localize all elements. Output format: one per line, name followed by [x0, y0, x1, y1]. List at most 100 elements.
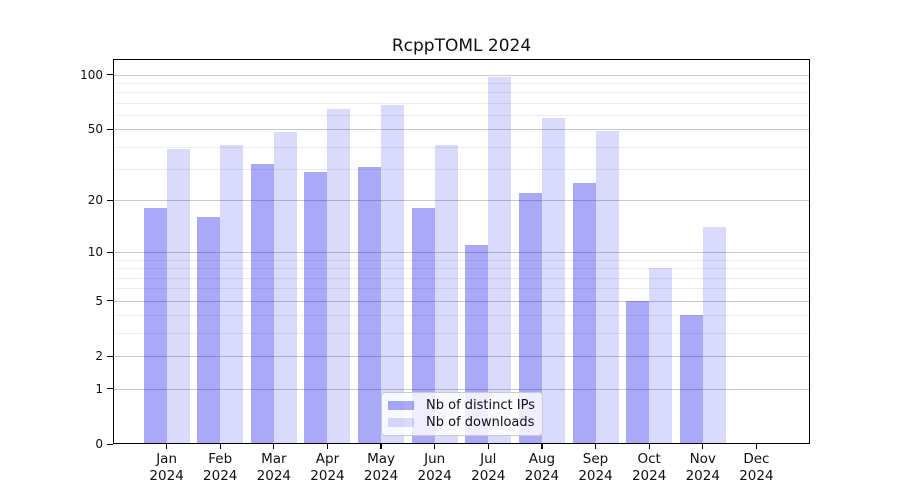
bar-downloads	[649, 268, 673, 444]
legend-label-distinct-ips: Nb of distinct IPs	[426, 397, 535, 413]
x-axis-tick	[273, 444, 275, 449]
y-axis-tick	[107, 199, 113, 201]
year-label: 2024	[739, 468, 774, 484]
y-axis-tick	[107, 251, 113, 253]
x-axis-tick-label: Aug 2024	[510, 451, 574, 485]
minor-gridline	[113, 259, 810, 261]
year-label: 2024	[685, 468, 720, 484]
bar-downloads	[434, 144, 458, 444]
major-gridline	[113, 388, 810, 390]
bar-downloads	[381, 105, 405, 444]
month-label: Oct	[637, 451, 661, 467]
year-label: 2024	[471, 468, 506, 484]
month-label: Nov	[689, 451, 716, 467]
bar-downloads	[595, 130, 619, 444]
minor-gridline	[113, 288, 810, 290]
month-label: Apr	[315, 451, 340, 467]
x-axis-tick	[219, 444, 221, 449]
major-gridline	[113, 252, 810, 254]
y-axis-tick-label: 5	[95, 293, 103, 308]
bar-distinct-ips	[197, 217, 221, 444]
month-label: Aug	[528, 451, 556, 467]
x-axis-tick-label: May 2024	[349, 451, 413, 485]
x-axis-tick-label: Nov 2024	[671, 451, 735, 485]
major-gridline	[113, 300, 810, 302]
year-label: 2024	[203, 468, 238, 484]
major-gridline	[113, 200, 810, 202]
x-axis-tick	[648, 444, 650, 449]
y-axis-tick-label: 10	[87, 245, 103, 260]
x-axis-tick-label: Feb 2024	[188, 451, 252, 485]
minor-gridline	[113, 315, 810, 317]
major-gridline	[113, 129, 810, 131]
x-axis-tick	[594, 444, 597, 449]
minor-gridline	[113, 333, 810, 334]
bar-distinct-ips	[250, 164, 274, 444]
month-label: Jan	[156, 451, 178, 467]
x-axis-tick	[702, 444, 704, 449]
legend: Nb of distinct IPs Nb of downloads	[381, 392, 543, 436]
year-label: 2024	[578, 468, 613, 484]
x-axis-tick-label: Sep 2024	[564, 451, 628, 485]
minor-gridline	[113, 102, 810, 104]
major-gridline	[113, 356, 810, 358]
y-axis-tick-label: 50	[87, 122, 103, 137]
legend-item-distinct-ips: Nb of distinct IPs	[382, 398, 542, 413]
x-axis-tick-label: Jan 2024	[135, 451, 199, 485]
x-axis-tick	[380, 444, 382, 449]
y-axis-tick	[107, 388, 113, 390]
bar-distinct-ips	[679, 315, 703, 444]
bar-distinct-ips	[143, 208, 167, 444]
y-axis-tick	[107, 355, 113, 357]
year-label: 2024	[631, 468, 667, 484]
year-label: 2024	[256, 468, 292, 484]
x-axis-tick-label: Apr 2024	[295, 451, 359, 485]
month-label: Mar	[261, 451, 287, 467]
bar-downloads	[166, 148, 190, 444]
y-axis-tick-label: 1	[95, 381, 103, 396]
x-axis-tick-label: Jun 2024	[403, 451, 467, 485]
minor-gridline	[113, 169, 810, 171]
bar-distinct-ips	[572, 183, 596, 444]
x-axis-tick	[434, 444, 436, 449]
y-axis-tick-label: 0	[95, 437, 103, 451]
x-axis-tick	[166, 444, 168, 449]
minor-gridline	[113, 268, 810, 270]
x-axis-tick-label: Mar 2024	[242, 451, 306, 485]
y-axis-tick	[107, 74, 113, 76]
bar-distinct-ips	[358, 166, 382, 444]
x-axis-tick	[326, 444, 329, 449]
bar-distinct-ips	[626, 300, 650, 444]
minor-gridline	[113, 92, 810, 94]
bar-distinct-ips	[304, 171, 328, 444]
minor-gridline	[113, 146, 810, 148]
minor-gridline	[113, 82, 810, 84]
legend-label-downloads: Nb of downloads	[426, 415, 535, 431]
legend-item-downloads: Nb of downloads	[382, 415, 542, 430]
year-label: 2024	[417, 468, 452, 484]
y-axis-tick	[107, 128, 113, 130]
bar-distinct-ips	[411, 208, 435, 444]
y-axis-tick-label: 2	[95, 349, 103, 364]
x-axis-tick	[487, 444, 489, 449]
major-gridline	[113, 74, 810, 76]
month-label: Dec	[743, 451, 770, 467]
legend-swatch-downloads	[388, 418, 414, 428]
month-label: May	[367, 451, 396, 467]
year-label: 2024	[149, 468, 184, 484]
bar-downloads	[327, 108, 351, 444]
x-axis-tick-label: Jul 2024	[456, 451, 520, 485]
bar-downloads	[541, 117, 565, 444]
bar-downloads	[702, 227, 726, 444]
year-label: 2024	[310, 468, 345, 484]
x-axis-tick	[541, 444, 543, 449]
y-axis-tick	[107, 300, 113, 302]
y-axis-tick-label: 100	[80, 67, 103, 82]
bar-distinct-ips	[518, 192, 542, 444]
legend-swatch-distinct-ips	[388, 400, 414, 410]
year-label: 2024	[363, 468, 399, 484]
minor-gridline	[113, 114, 810, 116]
x-axis-tick-label: Dec 2024	[724, 451, 788, 485]
y-axis-tick	[107, 443, 113, 445]
month-label: Jul	[480, 451, 497, 467]
